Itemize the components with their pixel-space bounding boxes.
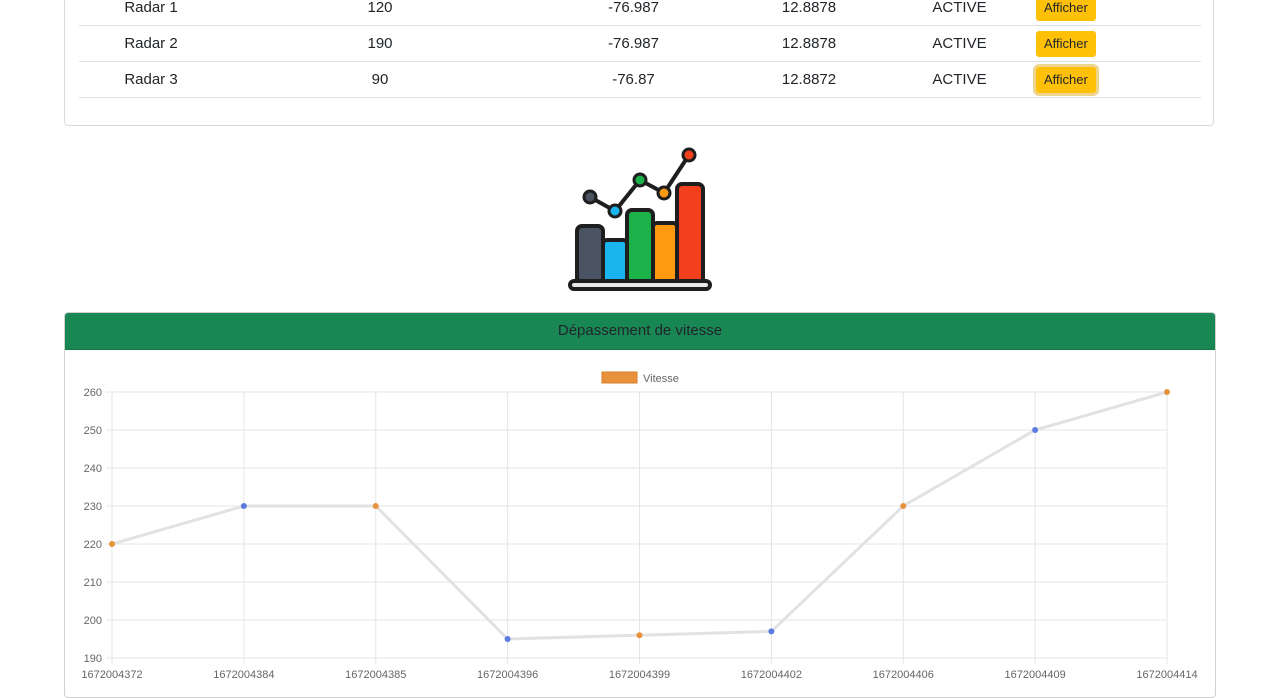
y-tick-label: 210	[84, 577, 102, 589]
chart-card-header: Dépassement de vitesse	[65, 313, 1215, 350]
x-tick-label: 1672004384	[213, 669, 274, 681]
x-tick-label: 1672004396	[477, 669, 538, 681]
legend-swatch	[601, 371, 638, 384]
data-point	[504, 636, 511, 642]
data-point	[372, 503, 379, 509]
radar-name-cell: Radar 1	[79, 0, 223, 26]
x-tick-label: 1672004414	[1136, 669, 1197, 681]
radar-speed-cell: 190	[223, 25, 537, 62]
radar-longitude-cell: -76.987	[537, 25, 730, 62]
radar-latitude-cell: 12.8878	[730, 25, 888, 62]
data-point	[768, 628, 775, 635]
radar-longitude-cell: -76.87	[537, 61, 730, 98]
radar-name-cell: Radar 2	[79, 25, 223, 62]
radar-status-cell: ACTIVE	[888, 61, 1031, 98]
table-row: Radar 1 120 -76.987 12.8878 ACTIVE Affic…	[79, 0, 1201, 26]
radar-longitude-cell: -76.987	[537, 0, 730, 26]
y-tick-label: 240	[84, 463, 102, 475]
afficher-button[interactable]: Afficher	[1036, 0, 1096, 21]
table-row: Radar 2 190 -76.987 12.8878 ACTIVE Affic…	[79, 25, 1201, 62]
y-tick-label: 250	[84, 425, 102, 437]
radar-latitude-cell: 12.8872	[730, 61, 888, 98]
x-tick-label: 1672004406	[873, 669, 934, 681]
chart-illustration-icon	[568, 147, 712, 291]
afficher-button[interactable]: Afficher	[1036, 30, 1096, 57]
speed-line-chart: 190 200 210 220 230 240 250 260 1672004372 167200…	[81, 371, 1198, 681]
y-tick-label: 230	[84, 501, 102, 513]
data-point	[109, 541, 115, 547]
x-tick-label: 1672004399	[609, 669, 670, 681]
speed-chart-card: Dépassement de vitesse 190 200 210 220 230 24…	[64, 312, 1216, 698]
radar-action-cell: Afficher	[1031, 61, 1201, 98]
radar-table: Radar 1 120 -76.987 12.8878 ACTIVE Affic…	[79, 0, 1201, 98]
legend-label: Vitesse	[643, 373, 679, 385]
radar-speed-cell: 90	[223, 61, 537, 98]
radar-name-cell: Radar 3	[79, 61, 223, 98]
data-point	[1032, 427, 1039, 433]
y-tick-label: 220	[84, 539, 102, 551]
y-tick-label: 190	[84, 653, 102, 665]
data-point	[240, 503, 247, 509]
y-tick-label: 200	[84, 615, 102, 627]
y-tick-label: 260	[84, 387, 102, 399]
radar-action-cell: Afficher	[1031, 25, 1201, 62]
radar-status-cell: ACTIVE	[888, 25, 1031, 62]
x-tick-label: 1672004409	[1005, 669, 1066, 681]
radar-action-cell: Afficher	[1031, 0, 1201, 26]
afficher-button[interactable]: Afficher	[1036, 66, 1096, 93]
radar-latitude-cell: 12.8878	[730, 0, 888, 26]
radar-speed-cell: 120	[223, 0, 537, 26]
data-point	[1164, 389, 1170, 395]
radar-status-cell: ACTIVE	[888, 0, 1031, 26]
x-tick-label: 1672004385	[345, 669, 406, 681]
table-row: Radar 3 90 -76.87 12.8872 ACTIVE Affiche…	[79, 61, 1201, 98]
x-tick-label: 1672004372	[81, 669, 142, 681]
data-point	[900, 503, 907, 509]
data-point	[636, 632, 643, 639]
x-tick-label: 1672004402	[741, 669, 802, 681]
